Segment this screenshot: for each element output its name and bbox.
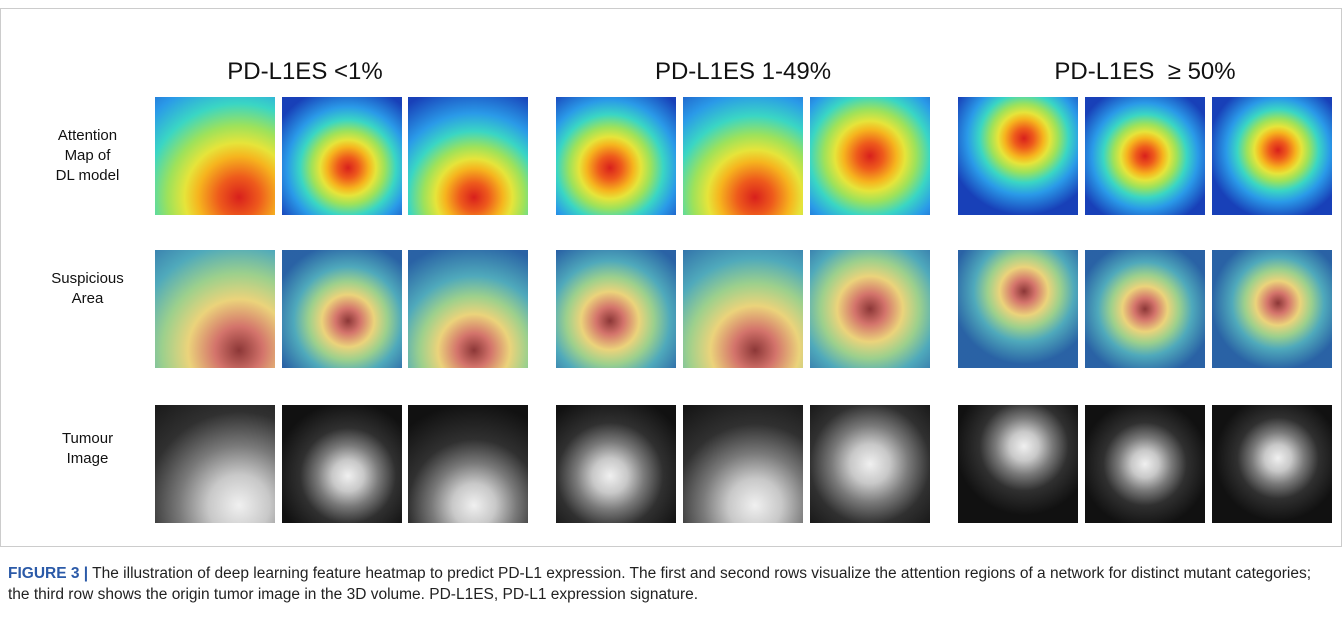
row-label: Tumour Image	[30, 429, 145, 469]
row-label: Suspicious Area	[30, 269, 145, 309]
tumour-image	[683, 405, 803, 523]
suspicious-area	[1212, 250, 1332, 368]
tumour-image	[1212, 405, 1332, 523]
tumour-image	[282, 405, 402, 523]
tumour-image	[556, 405, 676, 523]
tumour-image	[408, 405, 528, 523]
column-header: PD-L1ES <1%	[115, 58, 495, 86]
attention-map	[958, 97, 1078, 215]
page: PD-L1ES <1% PD-L1ES 1-49% PD-L1ES ≥ 50% …	[0, 0, 1342, 619]
tumour-image	[810, 405, 930, 523]
suspicious-area	[282, 250, 402, 368]
suspicious-area	[810, 250, 930, 368]
attention-map	[408, 97, 528, 215]
attention-map	[1212, 97, 1332, 215]
row-label: Attention Map of DL model	[30, 126, 145, 186]
tumour-image	[155, 405, 275, 523]
tumour-image	[958, 405, 1078, 523]
attention-map	[1085, 97, 1205, 215]
attention-map	[556, 97, 676, 215]
attention-map	[155, 97, 275, 215]
tumour-image	[1085, 405, 1205, 523]
attention-map	[282, 97, 402, 215]
suspicious-area	[958, 250, 1078, 368]
suspicious-area	[1085, 250, 1205, 368]
column-header: PD-L1ES 1-49%	[553, 58, 933, 86]
caption-text: The illustration of deep learning featur…	[8, 565, 1311, 603]
attention-map	[810, 97, 930, 215]
suspicious-area	[556, 250, 676, 368]
caption: FIGURE 3 | The illustration of deep lear…	[8, 563, 1334, 605]
attention-map	[683, 97, 803, 215]
suspicious-area	[408, 250, 528, 368]
suspicious-area	[683, 250, 803, 368]
caption-label: FIGURE 3 |	[8, 565, 88, 582]
suspicious-area	[155, 250, 275, 368]
column-header: PD-L1ES ≥ 50%	[955, 58, 1335, 86]
